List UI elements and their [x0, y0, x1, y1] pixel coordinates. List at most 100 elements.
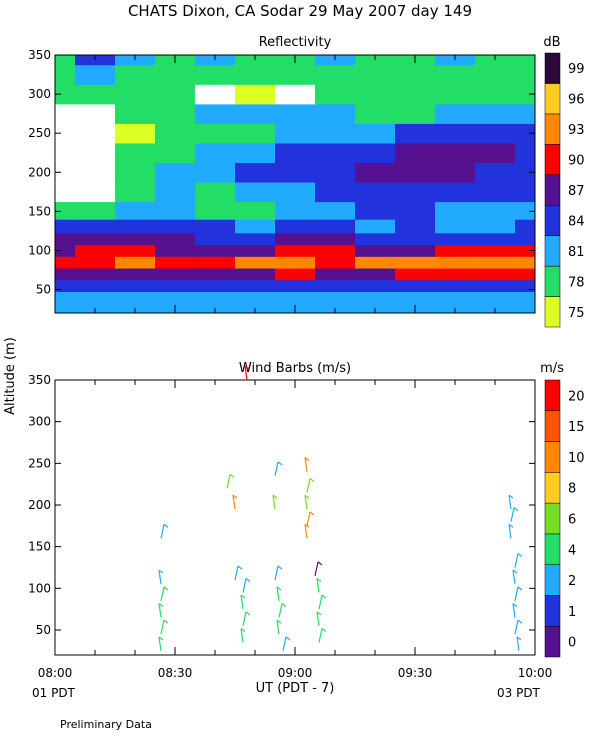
wind-barb [306, 478, 311, 493]
heatmap-cell [115, 268, 156, 281]
heatmap-cell [355, 256, 396, 269]
heatmap-cell [235, 232, 276, 246]
heatmap-cell [275, 162, 316, 183]
heatmap-cell [475, 232, 516, 246]
heatmap-cell [235, 123, 276, 144]
wind-barb [242, 611, 247, 626]
heatmap-cell [435, 142, 476, 163]
wind-barb [508, 495, 512, 510]
wind-barbs-marks [158, 365, 523, 651]
wind-barb [276, 586, 280, 601]
wind-barb [276, 620, 280, 635]
heatmap-cell [155, 142, 196, 163]
wind-barb-flag [517, 619, 523, 624]
heatmap-cell [275, 64, 316, 85]
heatmap-cell [315, 123, 356, 144]
wind-barb-flag [309, 478, 315, 482]
heatmap-cell [475, 182, 516, 203]
y-tick-label: 150 [28, 204, 51, 218]
heatmap-cell [195, 244, 236, 257]
heatmap-cell [75, 182, 116, 203]
wind-barb [514, 553, 519, 568]
wind-barb [274, 461, 279, 476]
wind-barb [240, 628, 244, 643]
heatmap-cell [515, 162, 535, 183]
heatmap-cell [355, 84, 396, 105]
heatmap-cell [195, 84, 236, 105]
heatmap-cell [115, 291, 156, 313]
heatmap-cell [275, 291, 316, 313]
heatmap-cell [275, 244, 316, 257]
heatmap-cell [75, 291, 116, 313]
y-tick-label: 250 [28, 456, 51, 470]
heatmap-cell [55, 256, 76, 269]
wind-barb-flag [304, 494, 310, 499]
wind-barb-flag [316, 611, 322, 616]
wind-barb-flag [277, 461, 283, 466]
wind-barb-flag [508, 523, 514, 528]
heatmap-cell [435, 55, 476, 66]
colorbar-swatch [544, 113, 561, 145]
colorbar-tick-label: 6 [568, 513, 576, 528]
heatmap-cell [515, 268, 535, 281]
heatmap-cell [315, 201, 356, 220]
y-tick-label: 250 [28, 126, 51, 140]
heatmap-cell [435, 256, 476, 269]
heatmap-cell [75, 103, 116, 124]
reflectivity-colorbar: 75 78 81 84 87 90 93 96 99 [544, 52, 585, 328]
heatmap-cell [395, 182, 436, 203]
wind-barb [316, 578, 320, 593]
colorbar-tick-label: 99 [568, 62, 585, 77]
colorbar-tick-label: 93 [568, 123, 585, 138]
heatmap-cell [395, 162, 436, 183]
colorbar-swatch [544, 174, 561, 206]
x-tick-label: 08:00 [38, 666, 73, 680]
heatmap-cell [115, 142, 156, 163]
wind-barb [512, 570, 516, 585]
heatmap-cell [515, 201, 535, 220]
wind-barb [318, 595, 323, 610]
heatmap-cell [275, 256, 316, 269]
heatmap-cell [315, 256, 356, 269]
heatmap-cell [475, 142, 516, 163]
colorbar-swatch [544, 564, 561, 596]
y-tick-label: 100 [28, 243, 51, 257]
heatmap-cell [435, 103, 476, 124]
wind-barb [314, 561, 319, 576]
heatmap-cell [475, 55, 516, 66]
colorbar-tick-label: 20 [568, 389, 585, 404]
heatmap-cell [235, 291, 276, 313]
colorbar-tick-label: 10 [568, 451, 585, 466]
wind-barb-flag [316, 578, 322, 582]
wind-barb-flag [158, 569, 164, 574]
heatmap-cell [75, 84, 116, 105]
heatmap-cell [475, 162, 516, 183]
heatmap-cell [235, 162, 276, 183]
heatmap-cell [195, 123, 236, 144]
heatmap-cell [195, 268, 236, 281]
wind-barb-flag [158, 636, 164, 641]
heatmap-cell [115, 182, 156, 203]
heatmap-cell [475, 291, 516, 313]
heatmap-cell [515, 256, 535, 269]
x-tick-label: 09:30 [398, 666, 433, 680]
y-tick-label: 350 [28, 48, 51, 62]
wind-barb-flag [276, 586, 282, 591]
colorbar-tick-label: 2 [568, 574, 576, 589]
heatmap-cell [155, 201, 196, 220]
wind-barb [304, 524, 308, 539]
colorbar-swatch [544, 595, 561, 627]
heatmap-cell [275, 182, 316, 203]
heatmap-cell [75, 268, 116, 281]
wind-barb [514, 620, 519, 635]
wind-colorbar-label: m/s [540, 361, 564, 376]
heatmap-cell [115, 64, 156, 85]
heatmap-cell [395, 219, 436, 234]
colorbar-swatch [544, 296, 561, 328]
heatmap-cell [155, 291, 196, 313]
heatmap-cell [475, 84, 516, 105]
heatmap-cell [435, 268, 476, 281]
wind-barb-flag [163, 523, 169, 528]
y-tick-label: 150 [28, 540, 51, 554]
heatmap-cell [395, 142, 436, 163]
